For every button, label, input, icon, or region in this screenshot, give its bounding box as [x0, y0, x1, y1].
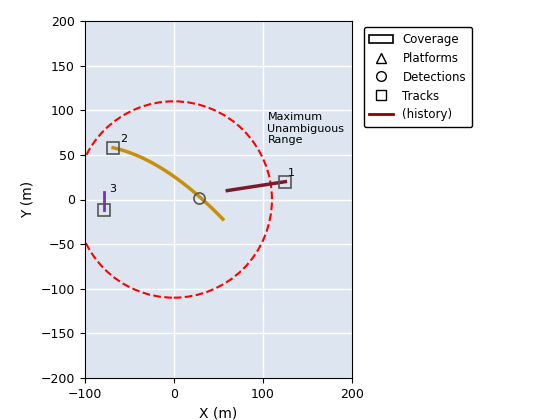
Legend: Coverage, Platforms, Detections, Tracks, (history): Coverage, Platforms, Detections, Tracks,… [363, 27, 472, 127]
X-axis label: X (m): X (m) [199, 406, 237, 420]
Y-axis label: Y (m): Y (m) [21, 181, 35, 218]
Text: 3: 3 [110, 184, 116, 194]
Text: 1: 1 [288, 168, 295, 178]
Text: 2: 2 [120, 134, 127, 144]
Text: Maximum
Unambiguous
Range: Maximum Unambiguous Range [268, 112, 344, 145]
